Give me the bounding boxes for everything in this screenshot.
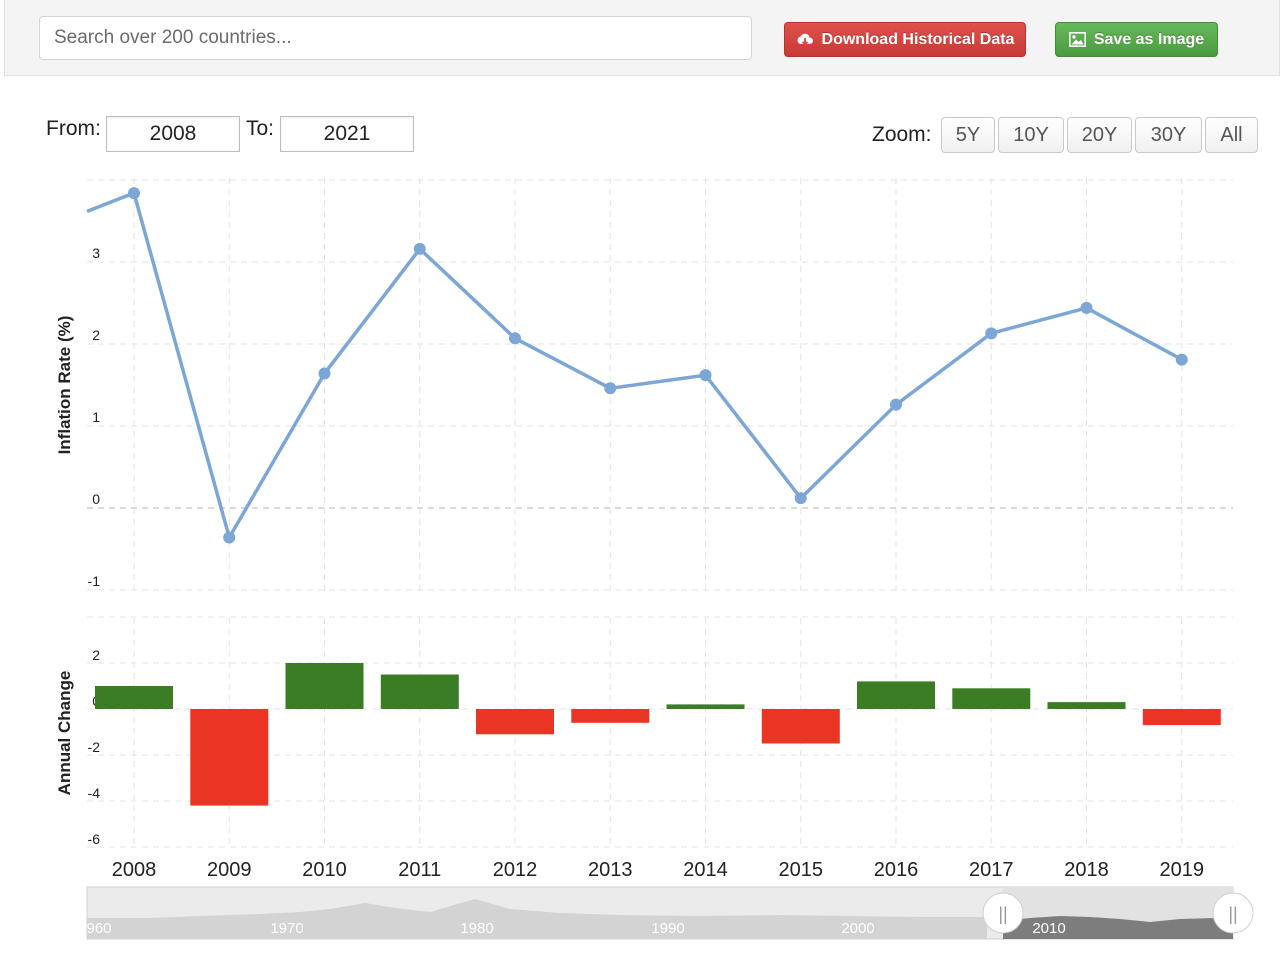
navigator-left-handle[interactable]: || bbox=[982, 892, 1024, 934]
inflation-data-point[interactable] bbox=[318, 367, 331, 380]
cloud-download-icon bbox=[797, 33, 813, 46]
navigator-right-handle-grip: || bbox=[1228, 904, 1237, 924]
navigator-year-label: 960 bbox=[86, 920, 111, 937]
to-year-input[interactable]: 2021 bbox=[280, 116, 414, 152]
from-label: From: bbox=[46, 117, 101, 140]
bar-chart-y-tick-label: 2 bbox=[92, 647, 100, 663]
inflation-data-point[interactable] bbox=[985, 327, 998, 340]
inflation-data-point[interactable] bbox=[1080, 301, 1093, 314]
inflation-data-point[interactable] bbox=[890, 398, 902, 411]
annual-change-bar[interactable] bbox=[666, 704, 745, 709]
annual-change-bar[interactable] bbox=[1142, 709, 1221, 726]
navigator-right-handle[interactable]: || bbox=[1212, 892, 1254, 934]
download-button-label: Download Historical Data bbox=[821, 30, 1015, 48]
zoom-20y-button[interactable]: 20Y bbox=[1067, 117, 1132, 153]
navigator-year-label: 2000 bbox=[841, 920, 874, 937]
download-historical-data-button[interactable]: Download Historical Data bbox=[784, 22, 1026, 57]
x-axis-year-label: 2008 bbox=[112, 859, 157, 881]
zoom-5y-button[interactable]: 5Y bbox=[941, 117, 995, 153]
navigator-year-label: 1970 bbox=[270, 920, 303, 937]
x-axis-year-label: 2014 bbox=[683, 859, 728, 881]
navigator-year-label: 1990 bbox=[651, 920, 684, 937]
annual-change-bar[interactable] bbox=[476, 709, 554, 735]
to-label: To: bbox=[246, 117, 275, 140]
x-axis-year-label: 2017 bbox=[969, 859, 1014, 881]
x-axis-year-label: 2010 bbox=[302, 859, 347, 881]
line-chart-y-tick-label: -1 bbox=[88, 573, 101, 589]
zoom-30y-button[interactable]: 30Y bbox=[1135, 117, 1202, 153]
inflation-data-point[interactable] bbox=[413, 242, 426, 255]
save-button-label: Save as Image bbox=[1093, 30, 1205, 48]
inflation-data-point[interactable] bbox=[794, 492, 807, 505]
x-axis-labels: 2008 2009 2010 2011 2012 2013 2014 2015 2016 2017… bbox=[112, 859, 1204, 881]
annual-change-bar[interactable] bbox=[761, 709, 840, 744]
line-chart-y-tick-label: 1 bbox=[92, 409, 100, 425]
inflation-data-point[interactable] bbox=[509, 332, 521, 345]
bar-chart-y-tick-label: -4 bbox=[88, 785, 101, 801]
line-chart-plot bbox=[86, 187, 1188, 544]
zoom-label: Zoom: bbox=[872, 123, 932, 146]
inflation-data-point[interactable] bbox=[223, 531, 236, 544]
inflation-data-point[interactable] bbox=[699, 369, 712, 382]
inflation-rate-line bbox=[86, 191, 1183, 540]
annual-change-bar[interactable] bbox=[190, 709, 269, 806]
inflation-data-point[interactable] bbox=[128, 187, 140, 200]
annual-change-bar[interactable] bbox=[857, 681, 935, 709]
bar-chart-y-tick-label: -6 bbox=[88, 831, 101, 847]
zoom-10y-button[interactable]: 10Y bbox=[998, 117, 1064, 153]
bar-chart-plot bbox=[95, 663, 1221, 806]
x-axis-year-label: 2019 bbox=[1160, 859, 1205, 881]
x-axis-year-label: 2018 bbox=[1064, 859, 1109, 881]
annual-change-bar[interactable] bbox=[95, 686, 173, 709]
x-axis-year-label: 2012 bbox=[493, 859, 538, 881]
x-axis-year-label: 2013 bbox=[588, 859, 633, 881]
bar-chart-y-tick-label: -2 bbox=[88, 739, 101, 755]
bar-chart-y-ticks: 20-2-4-6 bbox=[88, 647, 101, 847]
range-navigator[interactable]: 960 1970 1980 1990 2000 2010 || || bbox=[86, 886, 1254, 940]
x-axis-year-label: 2009 bbox=[207, 859, 252, 881]
save-as-image-button[interactable]: Save as Image bbox=[1055, 22, 1218, 57]
zoom-all-button[interactable]: All bbox=[1205, 117, 1258, 153]
line-chart-y-tick-label: 3 bbox=[92, 245, 100, 261]
line-chart-y-tick-label: 2 bbox=[92, 327, 100, 343]
bar-chart-y-axis-title: Annual Change bbox=[55, 671, 74, 796]
inflation-data-point[interactable] bbox=[1175, 353, 1188, 366]
x-axis-year-label: 2016 bbox=[874, 859, 919, 881]
annual-change-bar[interactable] bbox=[285, 663, 364, 709]
x-axis-year-label: 2011 bbox=[398, 859, 441, 881]
x-axis-year-label: 2015 bbox=[779, 859, 824, 881]
navigator-year-label: 2010 bbox=[1032, 920, 1065, 937]
annual-change-bar[interactable] bbox=[1047, 702, 1126, 709]
navigator-year-label: 1980 bbox=[460, 920, 493, 937]
annual-change-bar[interactable] bbox=[952, 688, 1031, 709]
inflation-data-point[interactable] bbox=[604, 382, 617, 395]
from-year-input[interactable]: 2008 bbox=[106, 116, 240, 152]
annual-change-bar[interactable] bbox=[571, 709, 650, 723]
line-chart-y-ticks: 3 2 1 0 -1 bbox=[88, 245, 101, 589]
navigator-left-handle-grip: || bbox=[998, 904, 1007, 924]
line-chart-y-axis-title: Inflation Rate (%) bbox=[55, 316, 74, 455]
country-search-input[interactable] bbox=[39, 16, 752, 60]
image-icon bbox=[1068, 32, 1086, 47]
annual-change-bar[interactable] bbox=[380, 674, 459, 710]
line-chart-y-tick-label: 0 bbox=[92, 491, 100, 507]
